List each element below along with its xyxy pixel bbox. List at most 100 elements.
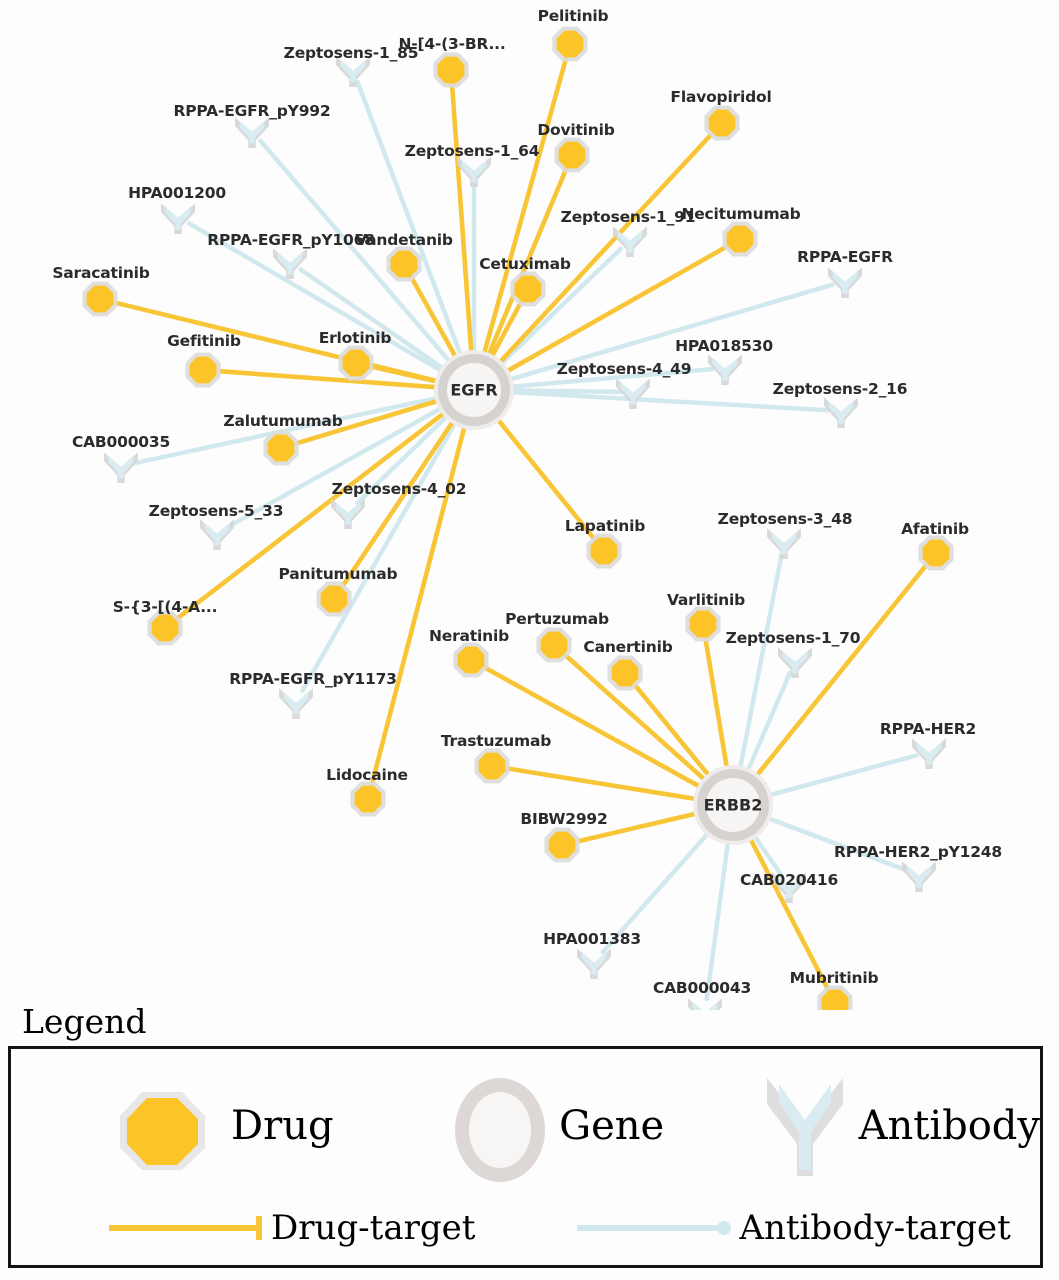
antibody-node-shape [712,358,738,381]
drug-node[interactable] [263,430,299,466]
antibody-node[interactable] [767,528,801,559]
drug-node-shape [478,752,506,780]
drug-node-shape [151,614,179,642]
drug-node-shape [437,56,465,84]
drug-node-shape [320,585,348,613]
drug-node[interactable] [510,271,546,307]
legend-gene-label: Gene [559,1103,665,1149]
drug-node[interactable] [544,827,580,863]
legend-section: Legend Drug Gene [0,1000,1059,1280]
drug-node-shape [821,989,849,1010]
drug-node[interactable] [586,533,622,569]
antibody-node[interactable] [273,248,307,279]
drug-target-edge [449,82,475,365]
drug-node[interactable] [147,610,183,646]
antibody-node[interactable] [279,688,313,719]
drug-node[interactable] [316,581,352,617]
drug-node-shape [540,631,568,659]
drug-node[interactable] [552,26,588,62]
drug-node[interactable] [82,281,118,317]
antibody-node[interactable] [688,998,722,1010]
drug-node[interactable] [433,52,469,88]
antibody-node-shape [620,382,646,405]
antibody-target-edge [501,389,831,413]
legend-item-antibody-edge: Antibody-target [575,1211,1011,1245]
drug-target-edge [293,395,450,446]
drug-node[interactable] [386,246,422,282]
drug-node[interactable] [338,345,374,381]
drug-target-edge [368,364,450,387]
drug-target-edge [479,56,569,366]
network-graph-canvas[interactable]: Zeptosens-1_85 RPPA-EGFR_pY992 Zeptosens-1… [0,0,1059,1010]
antibody-node[interactable] [235,117,269,148]
antibody-node[interactable] [336,56,370,87]
legend-antibody-label: Antibody [858,1103,1040,1149]
drug-node[interactable] [474,748,510,784]
drug-node[interactable] [722,221,758,257]
antibody-node-shape [108,456,134,479]
antibody-node[interactable] [200,519,234,550]
antibody-node[interactable] [902,861,936,892]
drug-target-edge [490,131,715,372]
drug-node-shape [611,659,639,687]
antibody-node[interactable] [161,203,195,234]
antibody-node[interactable] [457,156,491,187]
drug-node[interactable] [817,985,853,1010]
drug-node[interactable] [350,781,386,817]
legend-item-drug: Drug [107,1070,334,1182]
antibody-node[interactable] [104,452,138,483]
antibody-node[interactable] [778,647,812,678]
antibody-target-edge [501,366,715,390]
antibody-node[interactable] [613,226,647,257]
drug-target-edge [481,664,711,794]
drug-target-edge [215,368,449,391]
antibody-target-edge [226,402,451,529]
antibody-node-shape [461,160,487,183]
legend-box: Drug Gene Antibody [8,1046,1043,1268]
antibody-node-shape [335,502,361,525]
antibody-target-edge [493,246,623,372]
drug-node[interactable] [453,642,489,678]
antibody-node[interactable] [828,267,862,298]
antibody-node[interactable] [772,872,806,903]
antibody-target-edge [355,408,455,506]
drug-target-edge [562,652,715,789]
gene-node-core [706,778,760,832]
drug-node[interactable] [185,352,221,388]
drug-target-edge-icon [109,1216,262,1240]
drug-target-edge [748,562,929,786]
antibody-target-edge [759,753,919,800]
drug-node[interactable] [536,627,572,663]
drug-node-shape [390,250,418,278]
drug-node[interactable] [704,105,740,141]
gene-node[interactable] [434,350,514,430]
antibody-node[interactable] [708,354,742,385]
drug-node-shape [514,275,542,303]
drug-node[interactable] [685,606,721,642]
antibody-target-edge [736,552,784,778]
antibody-node[interactable] [331,498,365,529]
drug-node[interactable] [918,535,954,571]
drug-node-shape [556,30,584,58]
drug-target-edge [489,409,597,542]
drug-node-shape [189,356,217,384]
gene-node[interactable] [693,765,773,845]
antibody-node-shape [832,271,858,294]
antibody-node[interactable] [824,397,858,428]
drug-target-edge [408,274,463,368]
legend-shape-row: Drug Gene Antibody [11,1067,1040,1185]
drug-target-edge [340,410,461,589]
antibody-node[interactable] [616,378,650,409]
antibody-node[interactable] [577,948,611,979]
legend-drug-edge-label: Drug-target [271,1208,476,1248]
antibody-target-edge [704,832,732,1002]
antibody-target-edge [298,267,452,376]
drug-target-edge [369,414,470,787]
drug-node[interactable] [607,655,643,691]
legend-drug-label: Drug [231,1103,334,1149]
antibody-node-shape [581,952,607,975]
antibody-node[interactable] [912,738,946,769]
drug-node-shape [708,109,736,137]
drug-node[interactable] [554,137,590,173]
drug-target-edge [703,636,731,780]
